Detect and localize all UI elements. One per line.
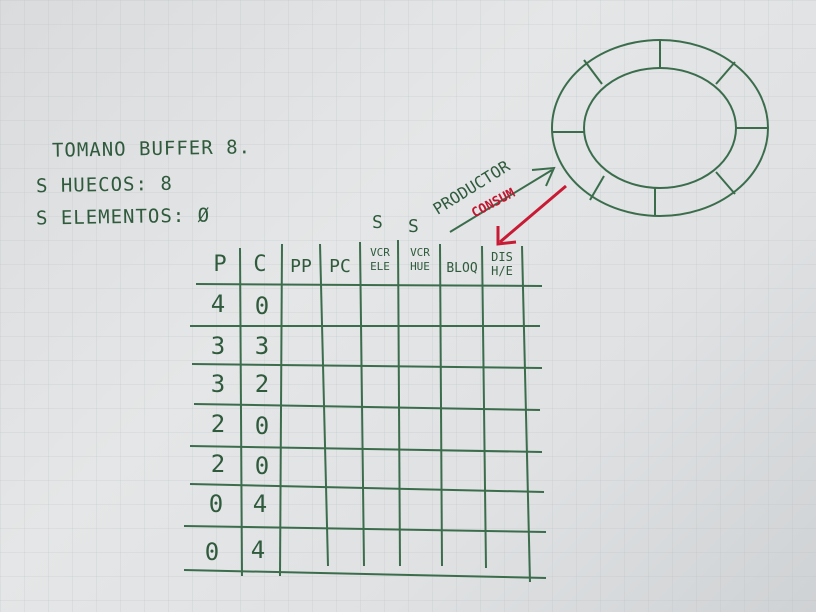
ring-inner <box>583 67 737 189</box>
note-elements: S ELEMENTOS: Ø <box>35 204 211 230</box>
table-cell-p: 3 <box>210 370 226 398</box>
table-cell-c: 2 <box>254 370 270 398</box>
ring-buffer <box>551 39 769 217</box>
table-cell-p: 0 <box>204 538 220 566</box>
note-holes: S HUECOS: 8 <box>35 172 174 198</box>
producer-arrow <box>449 166 556 233</box>
semaphore-s-left: S <box>372 212 383 233</box>
table-cell-p: 0 <box>208 490 224 518</box>
table-cell-c: 4 <box>250 536 266 564</box>
table-cell-c: 4 <box>252 490 268 518</box>
table-cell-p: 3 <box>210 332 226 360</box>
header-dis-he: DIS H/E <box>491 250 513 278</box>
semaphore-s-right: S <box>408 216 419 237</box>
note-buffer-size: TOMANO BUFFER 8. <box>51 136 252 162</box>
header-p: P <box>213 252 227 277</box>
header-vcr-hue: VCR HUE <box>410 246 430 273</box>
table-cell-c: 0 <box>254 292 270 320</box>
table-cell-c: 0 <box>254 412 270 440</box>
table-lines <box>183 239 547 583</box>
consumer-arrow <box>496 184 567 246</box>
table-cell-p: 2 <box>210 450 226 478</box>
ring-divider <box>715 171 736 195</box>
table-cell-c: 3 <box>254 332 270 360</box>
header-bloq: BLOQ <box>446 261 478 276</box>
table-cell-p: 2 <box>210 410 226 438</box>
header-vcr-ele: VCR ELE <box>370 246 390 273</box>
table-cell-c: 0 <box>254 452 270 480</box>
ring-divider <box>715 61 736 85</box>
header-c: C <box>253 252 267 277</box>
header-pp: PP <box>290 256 312 277</box>
ring-divider <box>583 59 603 85</box>
ring-divider <box>589 175 605 201</box>
header-pc: PC <box>329 256 351 277</box>
table-cell-p: 4 <box>210 290 226 318</box>
